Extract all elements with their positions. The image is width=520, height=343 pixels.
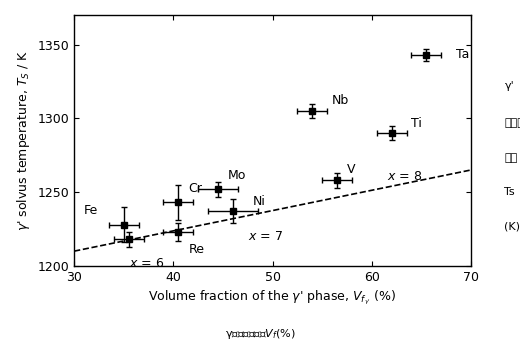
Text: γ相体积分数，$V_f$(%): γ相体积分数，$V_f$(%) (225, 327, 295, 341)
Text: Mo: Mo (228, 169, 246, 182)
Text: V: V (347, 163, 356, 176)
X-axis label: Volume fraction of the $\gamma$' phase, $V_{f_{\gamma'}}$ (%): Volume fraction of the $\gamma$' phase, … (148, 289, 397, 307)
Text: Nb: Nb (332, 94, 349, 107)
Text: 度，: 度， (504, 153, 517, 163)
Text: (K): (K) (504, 221, 520, 232)
Text: Fe: Fe (84, 204, 98, 217)
Text: Ti: Ti (411, 117, 422, 130)
Text: Re: Re (188, 243, 204, 256)
Text: $x$ = 8: $x$ = 8 (387, 170, 422, 183)
Text: 固溶温: 固溶温 (504, 118, 520, 129)
Text: $x$ = 7: $x$ = 7 (248, 230, 283, 244)
Text: Ts: Ts (504, 187, 515, 197)
Text: Ni: Ni (253, 196, 266, 209)
Text: $x$ = 6: $x$ = 6 (129, 257, 164, 270)
Text: γ': γ' (504, 81, 514, 91)
Y-axis label: $\gamma$' solvus temperature, $T_S$ / K: $\gamma$' solvus temperature, $T_S$ / K (15, 50, 32, 231)
Text: Ta: Ta (456, 48, 470, 61)
Text: Cr: Cr (188, 182, 202, 195)
